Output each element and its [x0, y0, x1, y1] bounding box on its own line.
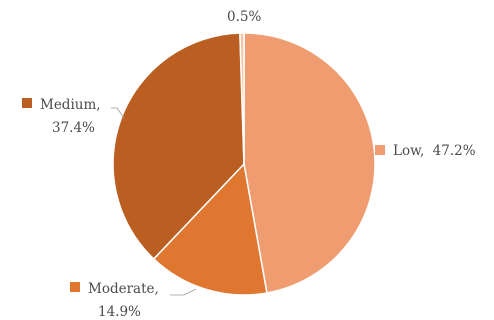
leader-lines [111, 107, 197, 296]
label-pct-small-slice: 0.5% [227, 9, 261, 25]
data-label-small-slice: 0.5% [227, 9, 261, 25]
leader-line-medium [111, 107, 125, 119]
label-pct-medium: 37.4% [52, 120, 95, 136]
label-marker-medium [22, 98, 32, 108]
data-label-low: Low, 47.2% [375, 143, 476, 159]
data-label-moderate: Moderate, 14.9% [70, 281, 159, 320]
svg-text:Low, 47.2%: Low, 47.2% [393, 143, 476, 159]
label-name-medium: Medium, [40, 97, 101, 113]
label-pct-moderate: 14.9% [98, 304, 141, 320]
leader-line-moderate [170, 288, 197, 296]
data-label-medium: Medium, 37.4% [22, 97, 101, 136]
slice-medium [112, 32, 245, 260]
slice-moderate [152, 163, 268, 296]
label-name-low: Low, [393, 143, 424, 159]
label-marker-low [375, 145, 385, 155]
slice-small [239, 32, 245, 165]
pie-slices [112, 32, 376, 296]
label-marker-moderate [70, 282, 80, 292]
label-name-moderate: Moderate, [88, 281, 159, 297]
slice-low [243, 32, 376, 294]
label-pct-low: 47.2% [433, 143, 476, 159]
